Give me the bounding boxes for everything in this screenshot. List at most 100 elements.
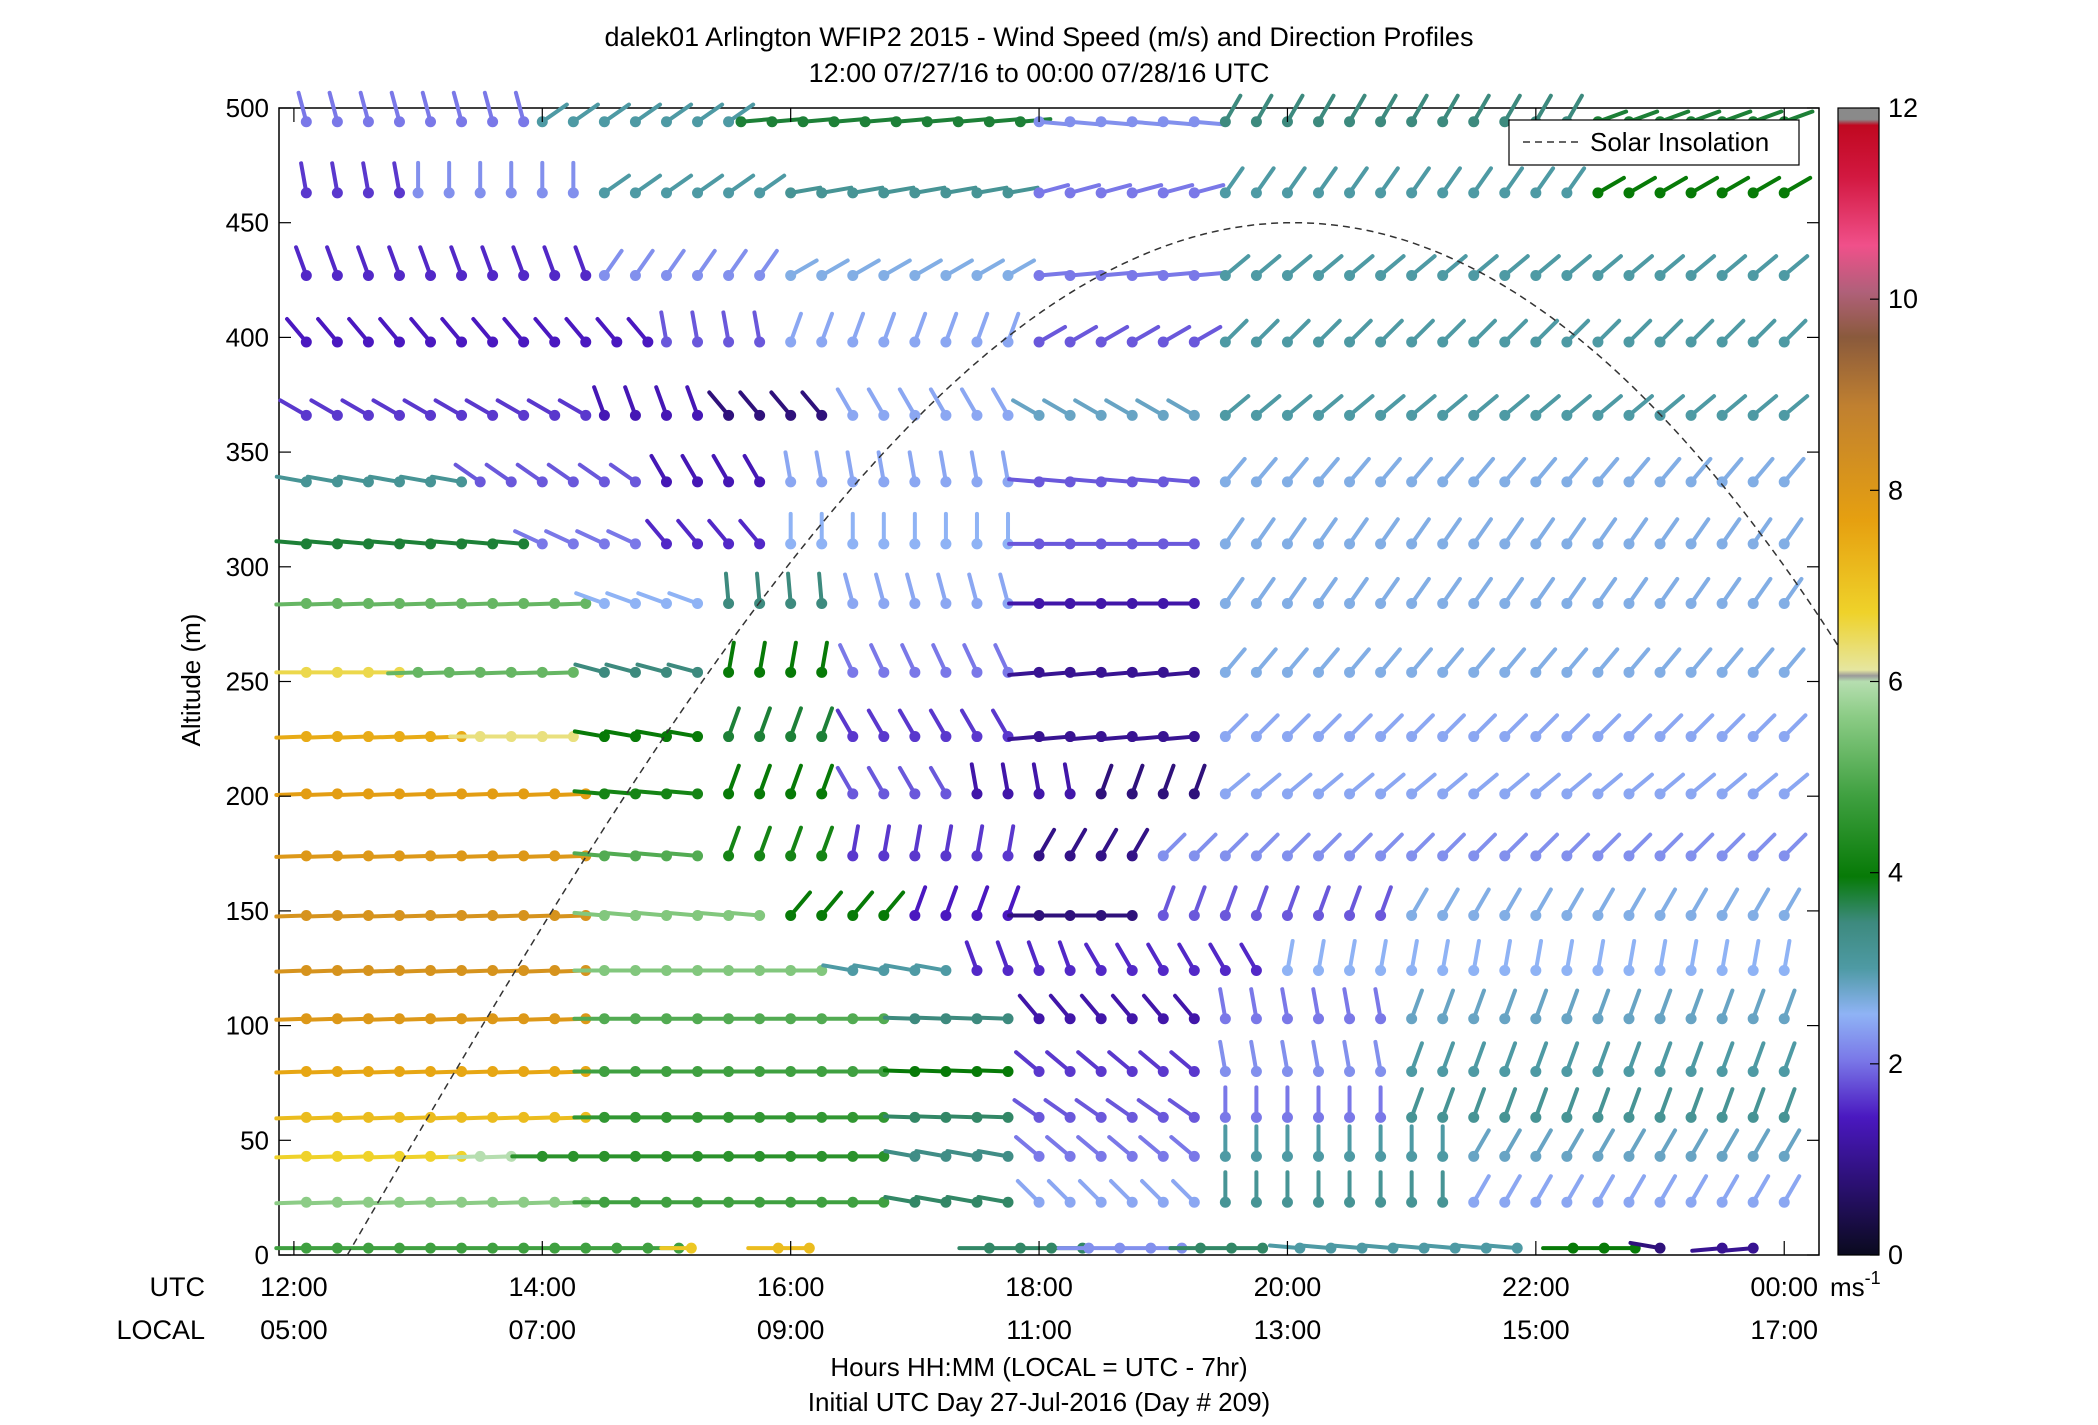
wind-barb-dot bbox=[1437, 1111, 1449, 1123]
wind-barb-dot bbox=[331, 269, 343, 281]
wind-barb-dot bbox=[1344, 1196, 1356, 1208]
wind-barb-dot bbox=[1188, 336, 1200, 348]
wind-barb-dot bbox=[362, 187, 374, 199]
wind-barb-dot bbox=[393, 116, 405, 128]
wind-barb-dot bbox=[1219, 1013, 1231, 1025]
wind-barb-dot bbox=[1623, 666, 1635, 678]
wind-barb-dot bbox=[1561, 909, 1573, 921]
colorbar-tick-label: 8 bbox=[1888, 475, 1903, 505]
wind-barb-dot bbox=[1468, 1150, 1480, 1162]
colorbar-ticks: 0 2 4 6 8 10 12 bbox=[1870, 93, 1918, 1270]
wind-barb-dot bbox=[1716, 788, 1728, 800]
wind-barb-dot bbox=[971, 409, 983, 421]
wind-barb-dot bbox=[1561, 666, 1573, 678]
wind-barb-dot bbox=[1685, 666, 1697, 678]
wind-barb-dot bbox=[331, 187, 343, 199]
y-tick-label: 450 bbox=[226, 208, 269, 238]
wind-barb-dot bbox=[1406, 1150, 1418, 1162]
wind-barb-dot bbox=[1561, 187, 1573, 199]
wind-barb-dot bbox=[1623, 850, 1635, 862]
wind-barb-dot bbox=[660, 666, 672, 678]
wind-barb-dot bbox=[1654, 187, 1666, 199]
wind-barb-dot bbox=[598, 476, 610, 488]
wind-barb-dot bbox=[1747, 1013, 1759, 1025]
wind-barb-dot bbox=[1406, 731, 1418, 743]
wind-barb-dot bbox=[1530, 336, 1542, 348]
wind-barb-dot bbox=[878, 909, 890, 921]
wind-barb-dot bbox=[1623, 1013, 1635, 1025]
wind-barb-dot bbox=[425, 116, 437, 128]
wind-barb-dot bbox=[1685, 909, 1697, 921]
wind-barb-dot bbox=[1716, 409, 1728, 421]
wind-barb-dot bbox=[1499, 1150, 1511, 1162]
wind-barb-dot bbox=[1188, 1196, 1200, 1208]
wind-barb-dot bbox=[1344, 269, 1356, 281]
wind-barb-dot bbox=[1375, 909, 1387, 921]
wind-barb-dot bbox=[1437, 850, 1449, 862]
wind-barb-dot bbox=[1219, 1111, 1231, 1123]
wind-barb-dot bbox=[1468, 269, 1480, 281]
wind-barb-dot bbox=[487, 409, 499, 421]
wind-barb-dot bbox=[1344, 850, 1356, 862]
wind-barb-dot bbox=[1685, 187, 1697, 199]
wind-barb-dot bbox=[847, 336, 859, 348]
y-axis-ticks: 0 50 100 150 200 250 300 350 400 450 500 bbox=[226, 93, 1819, 1270]
wind-barb-dot bbox=[754, 850, 766, 862]
wind-barb-dot bbox=[1250, 1196, 1262, 1208]
wind-barb-dot bbox=[1064, 187, 1076, 199]
wind-barb-dot bbox=[1344, 409, 1356, 421]
wind-barb-dot bbox=[754, 909, 766, 921]
wind-barb-dot bbox=[1250, 1013, 1262, 1025]
wind-barb-dot bbox=[1778, 336, 1790, 348]
wind-barb-dot bbox=[1747, 269, 1759, 281]
wind-barb-dot bbox=[1313, 1196, 1324, 1208]
wind-barb-dot bbox=[1313, 269, 1324, 281]
wind-barb-dot bbox=[847, 850, 859, 862]
wind-barb-dot bbox=[1623, 336, 1635, 348]
wind-barb-dot bbox=[629, 187, 641, 199]
wind-barb-dot bbox=[518, 269, 530, 281]
wind-barb-dot bbox=[723, 788, 735, 800]
wind-barb-dot bbox=[1623, 409, 1635, 421]
wind-barb-dot bbox=[859, 116, 871, 128]
wind-barb-dot bbox=[1375, 1013, 1387, 1025]
wind-barb-dot bbox=[940, 1150, 952, 1162]
wind-barb-dot bbox=[1530, 788, 1542, 800]
wind-barb-dot bbox=[1778, 909, 1790, 921]
wind-barb-dot bbox=[971, 187, 983, 199]
colorbar-tick-label: 12 bbox=[1888, 93, 1918, 123]
wind-barb-dot bbox=[1716, 1196, 1728, 1208]
wind-barb-dot bbox=[971, 1150, 983, 1162]
wind-barb-dot bbox=[723, 598, 735, 610]
wind-barb-dot bbox=[1250, 909, 1262, 921]
wind-barb-dot bbox=[1157, 269, 1169, 281]
wind-barb-dot bbox=[940, 850, 952, 862]
wind-barb-dot bbox=[1468, 409, 1480, 421]
wind-barb-dot bbox=[300, 476, 312, 488]
wind-barb-dot bbox=[1499, 1013, 1511, 1025]
wind-barb-dot bbox=[580, 269, 592, 281]
wind-barb-dot bbox=[629, 409, 641, 421]
wind-barb-dot bbox=[362, 269, 374, 281]
wind-barb-dot bbox=[1281, 965, 1293, 977]
wind-barb-dot bbox=[1064, 116, 1076, 128]
wind-barb-dot bbox=[1406, 598, 1418, 610]
wind-barb-dot bbox=[1530, 850, 1542, 862]
wind-barb-dot bbox=[629, 731, 641, 743]
wind-barb-dot bbox=[803, 1242, 815, 1254]
wind-barb-dot bbox=[754, 336, 766, 348]
wind-barb-dot bbox=[1406, 1065, 1418, 1077]
wind-barb-dot bbox=[393, 187, 405, 199]
wind-barb-dot bbox=[1250, 1150, 1262, 1162]
wind-barb-dot bbox=[1250, 788, 1262, 800]
wind-barb-dot bbox=[362, 116, 374, 128]
x-axis-ticks: 12:00 05:00 14:00 07:00 16:00 09:00 18:00 11:00… bbox=[260, 108, 1818, 1345]
wind-barb-dot bbox=[1530, 1013, 1542, 1025]
y-tick-label: 400 bbox=[226, 322, 269, 352]
wind-barb-dot bbox=[1530, 409, 1542, 421]
wind-barb-dot bbox=[518, 409, 530, 421]
wind-barb-dot bbox=[847, 666, 859, 678]
wind-barb-dot bbox=[1313, 965, 1324, 977]
wind-barb-dot bbox=[1716, 1013, 1728, 1025]
wind-barb-dot bbox=[1499, 116, 1511, 128]
